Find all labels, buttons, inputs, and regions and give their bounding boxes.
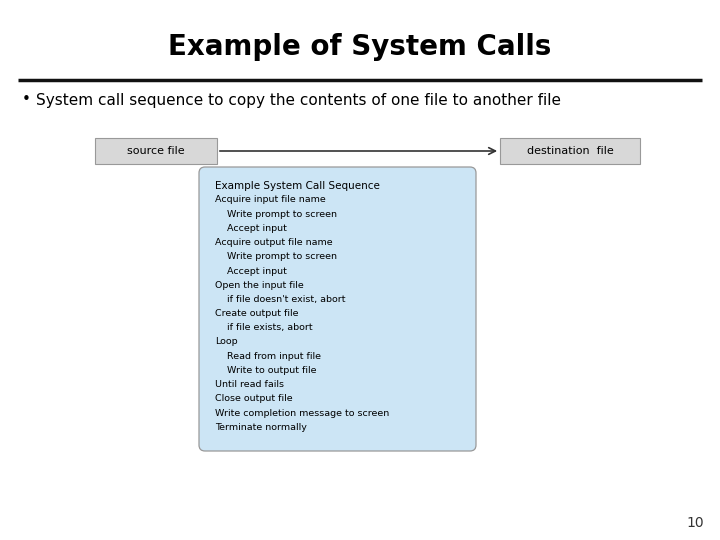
- Text: Open the input file: Open the input file: [215, 281, 304, 289]
- Text: destination  file: destination file: [526, 146, 613, 156]
- Text: if file exists, abort: if file exists, abort: [227, 323, 312, 332]
- Text: Write prompt to screen: Write prompt to screen: [227, 252, 337, 261]
- Text: 10: 10: [686, 516, 704, 530]
- Text: Accept input: Accept input: [227, 224, 287, 233]
- Text: Write completion message to screen: Write completion message to screen: [215, 408, 390, 417]
- Text: Acquire input file name: Acquire input file name: [215, 195, 325, 205]
- Text: Example of System Calls: Example of System Calls: [168, 33, 552, 61]
- Text: Read from input file: Read from input file: [227, 352, 321, 361]
- Text: Until read fails: Until read fails: [215, 380, 284, 389]
- Text: Loop: Loop: [215, 338, 238, 347]
- Text: Example System Call Sequence: Example System Call Sequence: [215, 181, 380, 191]
- Text: Write to output file: Write to output file: [227, 366, 317, 375]
- Text: if file doesn't exist, abort: if file doesn't exist, abort: [227, 295, 346, 304]
- FancyBboxPatch shape: [199, 167, 476, 451]
- Text: Accept input: Accept input: [227, 267, 287, 275]
- Text: System call sequence to copy the contents of one file to another file: System call sequence to copy the content…: [36, 92, 561, 107]
- Text: •: •: [22, 92, 31, 107]
- Text: Close output file: Close output file: [215, 394, 292, 403]
- Text: source file: source file: [127, 146, 185, 156]
- FancyBboxPatch shape: [95, 138, 217, 164]
- Text: Acquire output file name: Acquire output file name: [215, 238, 333, 247]
- Text: Write prompt to screen: Write prompt to screen: [227, 210, 337, 219]
- Text: Create output file: Create output file: [215, 309, 299, 318]
- Text: Terminate normally: Terminate normally: [215, 423, 307, 431]
- FancyBboxPatch shape: [500, 138, 640, 164]
